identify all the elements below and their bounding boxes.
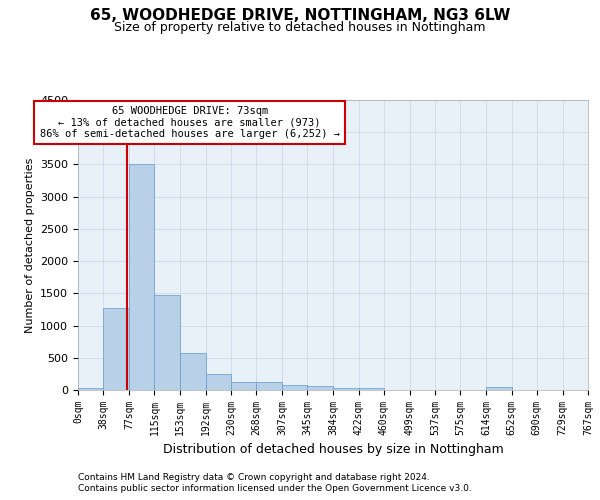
Bar <box>307 386 334 390</box>
Bar <box>78 388 103 390</box>
Bar <box>206 374 231 390</box>
Bar <box>180 353 206 390</box>
Bar <box>334 388 359 390</box>
Text: Contains HM Land Registry data © Crown copyright and database right 2024.: Contains HM Land Registry data © Crown c… <box>78 472 430 482</box>
Bar <box>154 294 180 390</box>
Bar <box>256 382 282 390</box>
Text: Contains public sector information licensed under the Open Government Licence v3: Contains public sector information licen… <box>78 484 472 493</box>
Bar <box>359 388 384 390</box>
Y-axis label: Number of detached properties: Number of detached properties <box>25 158 35 332</box>
Bar <box>103 308 129 390</box>
Text: 65, WOODHEDGE DRIVE, NOTTINGHAM, NG3 6LW: 65, WOODHEDGE DRIVE, NOTTINGHAM, NG3 6LW <box>90 8 510 22</box>
Bar <box>282 385 307 390</box>
Bar <box>486 388 512 390</box>
Text: Size of property relative to detached houses in Nottingham: Size of property relative to detached ho… <box>114 21 486 34</box>
Text: Distribution of detached houses by size in Nottingham: Distribution of detached houses by size … <box>163 442 503 456</box>
Bar <box>129 164 154 390</box>
Bar <box>231 382 256 390</box>
Text: 65 WOODHEDGE DRIVE: 73sqm
← 13% of detached houses are smaller (973)
86% of semi: 65 WOODHEDGE DRIVE: 73sqm ← 13% of detac… <box>40 106 340 139</box>
